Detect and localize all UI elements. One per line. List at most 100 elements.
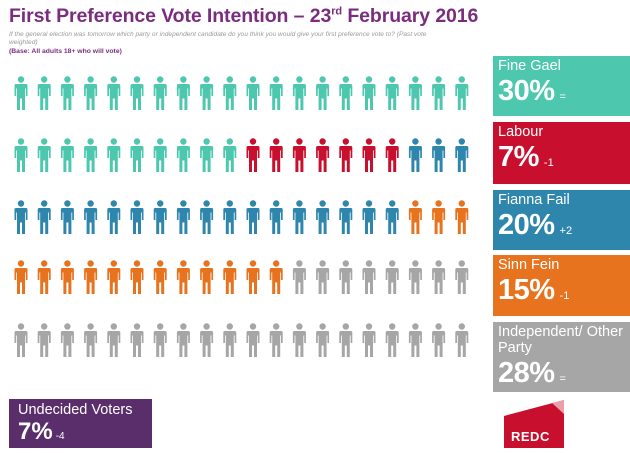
question-text: If the general election was tomorrow whi… (9, 31, 427, 46)
person-icon-labour (385, 138, 399, 172)
person-icon-fianna-fail (130, 200, 144, 234)
person-icon-fianna-fail (362, 200, 376, 234)
person-icon-fianna-fail (455, 138, 469, 172)
person-icon-sinn-fein (200, 260, 214, 294)
person-icon-fine-gael (37, 76, 51, 110)
page-title: First Preference Vote Intention – 23rd F… (9, 5, 478, 28)
person-icon-independent-other-party (292, 260, 306, 294)
person-icon-labour (269, 138, 283, 172)
person-icon-fine-gael (14, 76, 28, 110)
person-icon-fine-gael (60, 138, 74, 172)
person-icon-independent-other-party (14, 323, 28, 357)
undecided-label: Undecided Voters (18, 402, 133, 418)
person-icon-fine-gael (37, 138, 51, 172)
party-percentage: 15% (498, 274, 555, 306)
person-icon-independent-other-party (316, 260, 330, 294)
person-icon-sinn-fein (432, 200, 446, 234)
person-icon-fine-gael (153, 76, 167, 110)
person-icon-fine-gael (223, 76, 237, 110)
person-icon-fianna-fail (292, 200, 306, 234)
person-icon-sinn-fein (130, 260, 144, 294)
party-percentage: 30% (498, 75, 555, 107)
party-percentage: 28% (498, 357, 555, 389)
person-icon-sinn-fein (14, 260, 28, 294)
person-icon-independent-other-party (60, 323, 74, 357)
person-icon-labour (246, 138, 260, 172)
person-icon-fine-gael (153, 138, 167, 172)
person-icon-fianna-fail (223, 200, 237, 234)
person-icon-independent-other-party (339, 323, 353, 357)
person-icon-independent-other-party (362, 260, 376, 294)
person-icon-fianna-fail (200, 200, 214, 234)
person-icon-independent-other-party (246, 323, 260, 357)
title-superscript: rd (331, 5, 343, 18)
person-icon-sinn-fein (107, 260, 121, 294)
title-main: First Preference Vote Intention – 23 (9, 5, 332, 27)
person-icon-labour (316, 138, 330, 172)
party-box-labour: Labour 7% -1 (493, 122, 630, 184)
person-icon-sinn-fein (269, 260, 283, 294)
person-icon-fianna-fail (60, 200, 74, 234)
person-icon-sinn-fein (246, 260, 260, 294)
person-icon-independent-other-party (292, 323, 306, 357)
person-icon-fianna-fail (84, 200, 98, 234)
person-icon-independent-other-party (455, 323, 469, 357)
person-icon-sinn-fein (60, 260, 74, 294)
person-icon-fianna-fail (339, 200, 353, 234)
party-box-independent-other: Independent/ Other Party 28% = (493, 322, 630, 392)
person-icon-fine-gael (246, 76, 260, 110)
party-box-fianna-fail: Fianna Fail 20% +2 (493, 190, 630, 250)
undecided-percentage: 7% (18, 418, 53, 445)
person-icon-independent-other-party (84, 323, 98, 357)
person-icon-fianna-fail (408, 138, 422, 172)
person-icon-fine-gael (84, 138, 98, 172)
logo-graphic (504, 400, 564, 448)
person-icon-fianna-fail (269, 200, 283, 234)
person-icon-fine-gael (176, 138, 190, 172)
person-icon-independent-other-party (385, 323, 399, 357)
person-icon-fine-gael (362, 76, 376, 110)
person-icon-fianna-fail (246, 200, 260, 234)
person-icon-fianna-fail (316, 200, 330, 234)
party-name: Fianna Fail (498, 192, 570, 208)
person-icon-fine-gael (385, 76, 399, 110)
person-icon-fianna-fail (14, 200, 28, 234)
person-icon-fine-gael (130, 138, 144, 172)
party-name: Independent/ Other Party (498, 324, 623, 356)
person-icon-fine-gael (107, 138, 121, 172)
party-percentage: 7% (498, 141, 539, 173)
person-icon-labour (292, 138, 306, 172)
undecided-voters-box: Undecided Voters 7% -4 (9, 399, 152, 448)
undecided-change: -4 (55, 431, 65, 442)
party-box-fine-gael: Fine Gael 30% = (493, 56, 630, 116)
party-name: Sinn Fein (498, 257, 560, 273)
party-change: -1 (543, 157, 554, 169)
party-percentage: 20% (498, 209, 555, 241)
person-icon-sinn-fein (153, 260, 167, 294)
party-name: Labour (498, 124, 544, 140)
person-icon-independent-other-party (176, 323, 190, 357)
person-icon-fianna-fail (153, 200, 167, 234)
person-icon-independent-other-party (37, 323, 51, 357)
logo-text: REDC (511, 429, 550, 444)
person-icon-independent-other-party (432, 260, 446, 294)
person-icon-fianna-fail (432, 138, 446, 172)
person-icon-fine-gael (339, 76, 353, 110)
person-icon-fine-gael (432, 76, 446, 110)
person-icon-fine-gael (316, 76, 330, 110)
person-icon-labour (362, 138, 376, 172)
person-icon-fine-gael (84, 76, 98, 110)
party-change: +2 (559, 225, 573, 237)
person-icon-independent-other-party (408, 260, 422, 294)
person-icon-sinn-fein (37, 260, 51, 294)
party-change: -1 (559, 290, 570, 302)
person-icon-fianna-fail (37, 200, 51, 234)
person-icon-independent-other-party (200, 323, 214, 357)
person-icon-sinn-fein (455, 200, 469, 234)
person-icon-independent-other-party (408, 323, 422, 357)
party-box-sinn-fein: Sinn Fein 15% -1 (493, 255, 630, 316)
person-icon-fine-gael (269, 76, 283, 110)
person-icon-independent-other-party (223, 323, 237, 357)
person-icon-fine-gael (107, 76, 121, 110)
person-icon-independent-other-party (316, 323, 330, 357)
